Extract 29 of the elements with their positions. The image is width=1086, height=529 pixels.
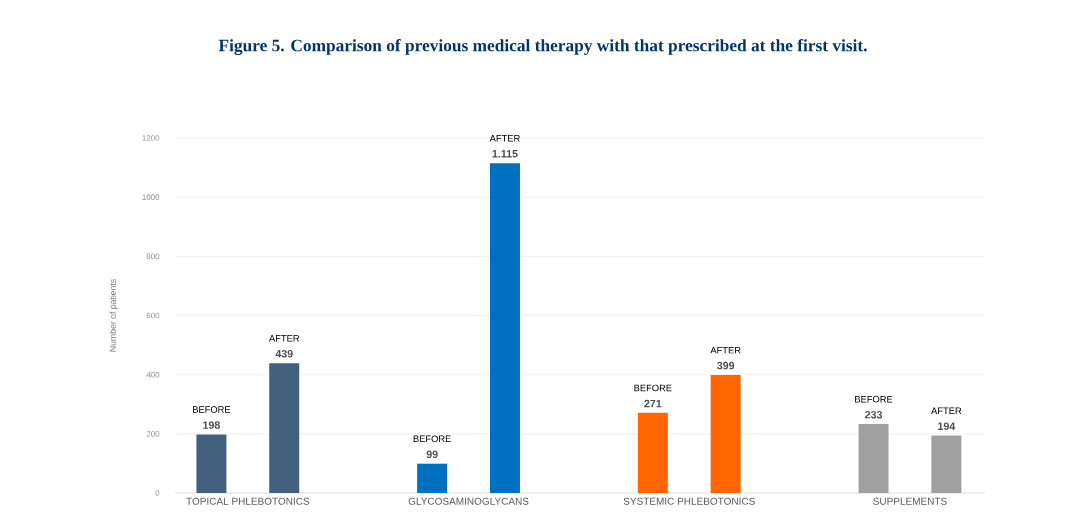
data-label: 198 bbox=[203, 421, 220, 429]
text: BEFORE bbox=[855, 395, 893, 403]
y-tick-label: 600 bbox=[146, 312, 160, 319]
text: AFTER bbox=[489, 135, 520, 142]
text: BEFORE bbox=[634, 384, 672, 392]
y-tick-label: 800 bbox=[146, 253, 160, 260]
text: BEFORE bbox=[413, 435, 451, 443]
text: AFTER bbox=[931, 407, 962, 415]
data-label: 399 bbox=[717, 361, 735, 370]
y-axis-title: Number of patients bbox=[109, 279, 118, 352]
data-label: 233 bbox=[865, 410, 883, 419]
x-tick-label: GLYCOSAMINOGLYCANS bbox=[408, 497, 529, 505]
chart-title: Figure 5. Comparison of previous medical therapy with that prescribed at the first visit. bbox=[218, 38, 867, 56]
data-label: 194 bbox=[938, 422, 956, 431]
data-label: 1.115 bbox=[492, 150, 518, 158]
y-tick-label: 1000 bbox=[142, 194, 160, 200]
text: AFTER bbox=[710, 346, 741, 354]
x-tick-label: TOPICAL PHLEBOTONICS bbox=[186, 497, 310, 505]
data-label: 271 bbox=[644, 399, 662, 408]
data-label: 439 bbox=[275, 349, 293, 358]
y-tick-label: 200 bbox=[146, 431, 160, 437]
text: BEFORE bbox=[193, 406, 231, 413]
data-label: 99 bbox=[426, 450, 438, 459]
x-tick-label: SYSTEMIC PHLEBOTONICS bbox=[623, 497, 755, 505]
y-tick-label: 0 bbox=[155, 490, 160, 496]
y-tick-label: 400 bbox=[146, 371, 160, 378]
text: AFTER bbox=[268, 335, 300, 342]
y-tick-label: 1200 bbox=[142, 135, 160, 141]
x-tick-label: SUPPLEMENTS bbox=[873, 497, 947, 505]
